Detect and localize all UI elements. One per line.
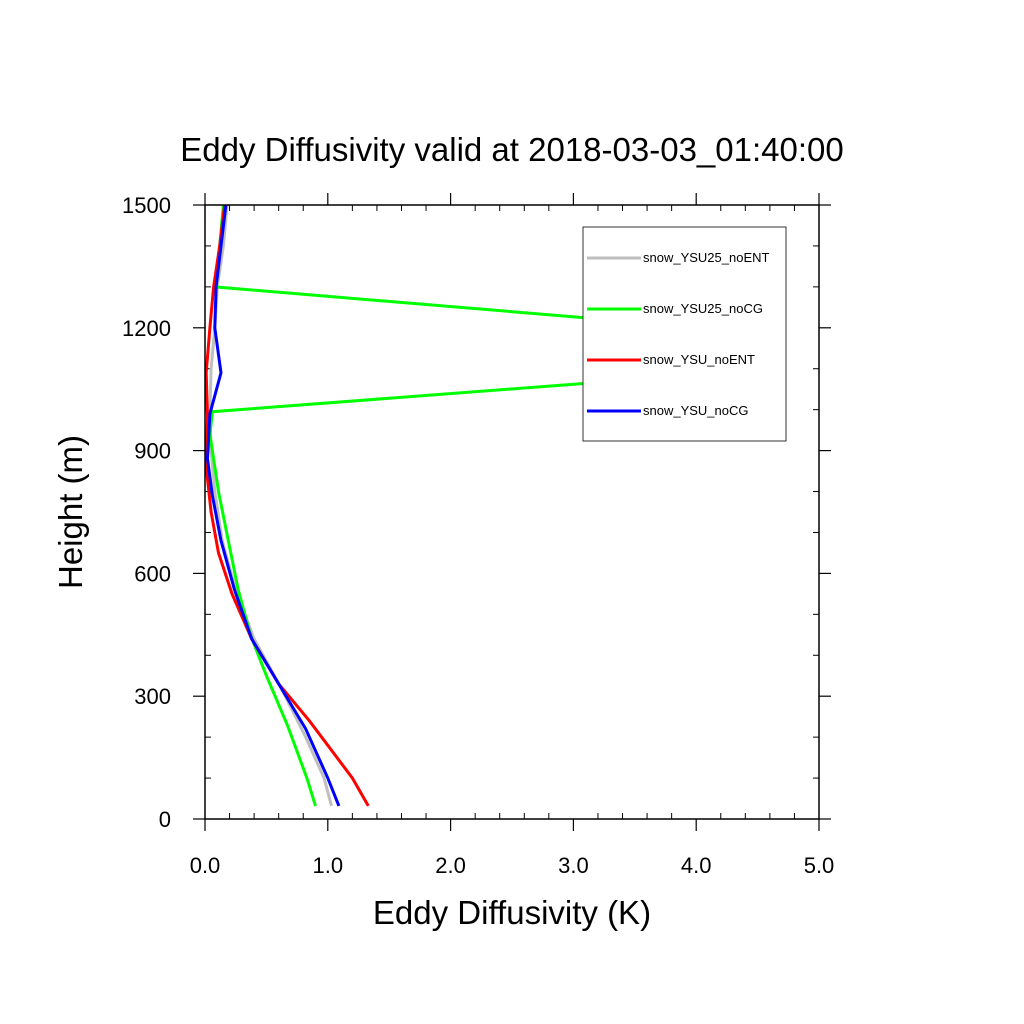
plot-frame: [204, 204, 820, 820]
x-tick-labels: 0.0 1.0 2.0 3.0 4.0 5.0: [190, 853, 835, 878]
legend-label-3: snow_YSU_noENT: [643, 352, 755, 367]
y-tick-label: 600: [134, 561, 171, 586]
legend-label-1: snow_YSU25_noENT: [643, 250, 770, 265]
x-tick-label: 1.0: [313, 853, 344, 878]
series-line-4: [205, 204, 341, 807]
y-tick-label: 300: [134, 684, 171, 709]
x-tick-label: 0.0: [190, 853, 221, 878]
y-tick-label: 900: [134, 439, 171, 464]
series-layer: [204, 204, 732, 807]
y-axis-label: Height (m): [52, 435, 89, 589]
x-tick-label: 3.0: [558, 853, 589, 878]
y-tick-label: 0: [159, 807, 171, 832]
x-tick-label: 2.0: [435, 853, 466, 878]
x-axis-label: Eddy Diffusivity (K): [373, 894, 651, 931]
x-tick-label: 4.0: [681, 853, 712, 878]
series-line-3: [204, 204, 370, 807]
legend-label-2: snow_YSU25_noCG: [643, 301, 763, 316]
legend: snow_YSU25_noENT snow_YSU25_noCG snow_YSU_…: [582, 226, 787, 442]
legend-label-4: snow_YSU_noCG: [643, 403, 749, 418]
series-line-2: [208, 204, 732, 807]
legend-box: [582, 226, 787, 442]
chart-title: Eddy Diffusivity valid at 2018-03-03_01:…: [180, 131, 843, 168]
y-tick-label: 1200: [122, 316, 171, 341]
y-tick-label: 1500: [122, 193, 171, 218]
y-tick-labels: 0 300 600 900 1200 1500: [122, 193, 171, 832]
x-tick-label: 5.0: [804, 853, 835, 878]
